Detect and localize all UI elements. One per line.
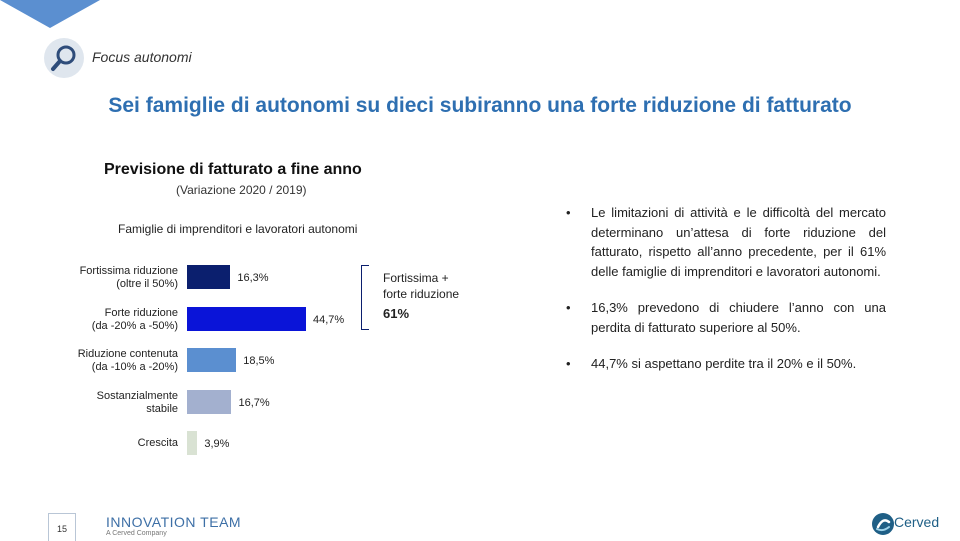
bar <box>187 389 232 414</box>
bar-value-label: 18,5% <box>243 355 275 367</box>
category-label: Sostanzialmente stabile <box>8 390 178 416</box>
bar-value-label: 16,7% <box>238 396 270 409</box>
bullet-text: 44,7% si aspettano perdite tra il 20% e … <box>591 356 857 371</box>
page-number-box: 15 <box>48 513 76 541</box>
bullet-text: Le limitazioni di attività e le difficol… <box>591 205 886 279</box>
chart-subtitle: (Variazione 2020 / 2019) <box>176 183 307 197</box>
section-label: Focus autonomi <box>92 49 192 65</box>
bullet-dot: • <box>566 300 571 315</box>
bullet-list: • Le limitazioni di attività e le diffic… <box>566 203 886 391</box>
bar-value-label: 44,7% <box>313 313 345 326</box>
page-number: 15 <box>56 524 67 534</box>
bullet-item: • Le limitazioni di attività e le diffic… <box>566 203 886 281</box>
search-icon-badge <box>44 38 84 78</box>
category-label: Crescita <box>8 437 178 450</box>
brand-subtitle: A Cerved Company <box>106 530 167 537</box>
category-label-line: stabile <box>146 402 178 415</box>
bracket-label: Fortissima + forte riduzione <box>383 270 459 302</box>
cerved-logo-icon <box>872 513 894 535</box>
bracket-line <box>361 265 369 330</box>
category-label: Forte riduzione (da -20% a -50%) <box>8 307 178 333</box>
bar-value-label: 16,3% <box>237 272 269 284</box>
category-label-line: Forte riduzione <box>104 306 178 319</box>
bar-chart: 16,3% Fortissima riduzione (oltre il 50%) 4… <box>8 265 345 455</box>
bullet-dot: • <box>566 356 571 371</box>
bar <box>187 431 198 455</box>
bracket-label-line: forte riduzione <box>383 287 460 301</box>
category-label-line: Riduzione contenuta <box>77 348 178 360</box>
page-headline: Sei famiglie di autonomi su dieci subira… <box>108 94 852 117</box>
bar <box>187 348 237 372</box>
bullet-item: • 44,7% si aspettano perdite tra il 20% … <box>566 354 886 374</box>
company-name: Cerved <box>894 514 940 530</box>
search-icon <box>51 45 76 71</box>
category-label-line: Crescita <box>137 437 178 449</box>
category-label-line: Sostanzialmente <box>96 389 178 402</box>
category-label-line: Fortissima riduzione <box>79 265 178 277</box>
bar-value-label: 3,9% <box>204 438 230 450</box>
bracket-value: 61% <box>383 306 410 321</box>
bullet-dot: • <box>566 205 571 220</box>
chart-group-label: Famiglie di imprenditori e lavoratori au… <box>118 222 358 236</box>
category-label: Riduzione contenuta (da -10% a -20%) <box>8 348 178 374</box>
chart-title: Previsione di fatturato a fine anno <box>104 161 362 178</box>
bullet-item: • 16,3% prevedono di chiudere l’anno con… <box>566 298 886 337</box>
brand-name: INNOVATION TEAM <box>106 514 242 530</box>
category-label-line: (da -20% a -50%) <box>91 319 178 332</box>
bar <box>187 306 306 331</box>
category-label-line: (da -10% a -20%) <box>91 361 178 373</box>
bullet-text: 16,3% prevedono di chiudere l’anno con u… <box>591 300 886 335</box>
corner-decoration <box>0 0 100 28</box>
category-label: Fortissima riduzione (oltre il 50%) <box>8 265 178 291</box>
bracket-label-line: Fortissima + <box>383 271 449 285</box>
category-label-line: (oltre il 50%) <box>116 278 178 290</box>
bar <box>187 265 231 289</box>
